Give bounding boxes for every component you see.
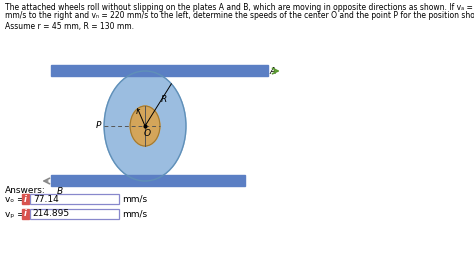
Bar [22,209,29,219]
Text: r: r [136,107,139,117]
Circle shape [104,71,186,181]
Text: Answers:: Answers: [5,186,46,195]
Bar [51,65,268,76]
Text: O: O [144,130,151,138]
Text: mm/s: mm/s [122,195,147,203]
Text: 214.895: 214.895 [33,210,70,218]
Text: The attached wheels roll without slipping on the plates A and B, which are movin: The attached wheels roll without slippin… [5,3,474,12]
Text: B: B [56,187,63,197]
Text: Assume r = 45 mm, R = 130 mm.: Assume r = 45 mm, R = 130 mm. [5,22,134,31]
Text: vₚ =: vₚ = [5,210,25,218]
Text: mm/s: mm/s [122,210,147,218]
Text: i: i [24,195,27,203]
Bar [30,209,119,219]
Text: vₒ =: vₒ = [5,195,25,203]
Bar [30,194,119,204]
Text: R: R [161,96,167,104]
Text: i: i [24,210,27,218]
Bar [51,175,246,186]
Text: A: A [269,67,275,75]
Text: mm/s to the right and vₙ = 220 mm/s to the left, determine the speeds of the cen: mm/s to the right and vₙ = 220 mm/s to t… [5,11,474,20]
Bar [22,194,29,204]
Circle shape [130,106,160,146]
Text: P: P [96,121,101,131]
Text: 77.14: 77.14 [33,195,58,203]
